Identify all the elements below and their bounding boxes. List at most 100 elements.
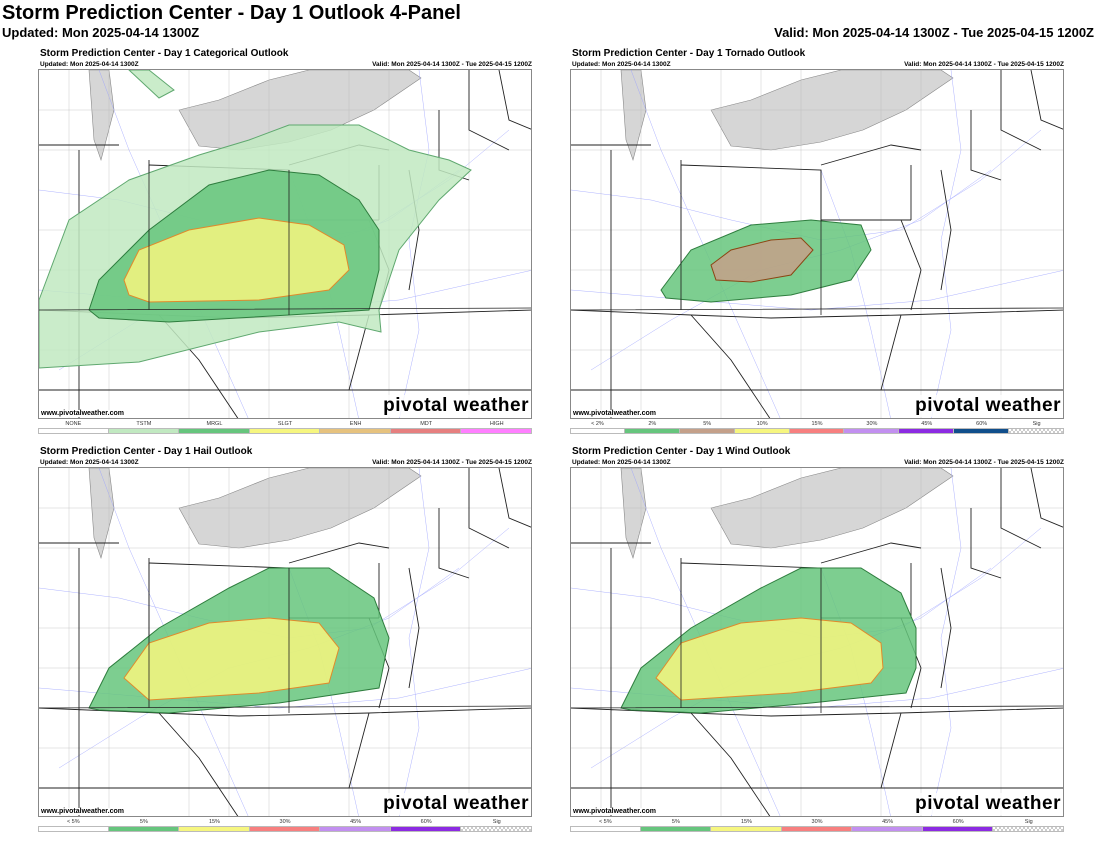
site-url: www.pivotalweather.com — [573, 410, 656, 417]
legend-swatch — [38, 428, 109, 434]
legend-label: 15% — [811, 421, 823, 427]
legend-label: ENH — [349, 421, 362, 427]
pivotal-weather-logo: pivotal weather — [383, 793, 529, 815]
panel-tornado: Storm Prediction Center - Day 1 Tornado … — [570, 48, 1065, 434]
legend-label: TSTM — [136, 421, 152, 427]
legend-item: MDT — [390, 421, 462, 434]
legend-swatch — [108, 428, 180, 434]
panel-updated: Updated: Mon 2025-04-14 1300Z — [572, 459, 671, 466]
legend-item: 15% — [789, 421, 845, 434]
panel-title: Storm Prediction Center - Day 1 Tornado … — [572, 48, 806, 59]
legend-item: 15% — [711, 819, 782, 832]
legend-swatch — [320, 428, 391, 434]
legend-item: NONE — [38, 421, 109, 434]
legend-label: 15% — [740, 819, 752, 825]
legend-label: 30% — [279, 819, 291, 825]
risk-area — [123, 217, 350, 303]
legend-swatch — [640, 826, 712, 832]
legend-swatch — [390, 826, 462, 832]
panel-wind: Storm Prediction Center - Day 1 Wind Out… — [570, 446, 1065, 832]
legend-item: < 2% — [570, 421, 625, 434]
legend-item: 45% — [899, 421, 955, 434]
legend-swatch — [624, 428, 680, 434]
pivotal-weather-logo: pivotal weather — [383, 395, 529, 417]
site-url: www.pivotalweather.com — [573, 808, 656, 815]
legend-swatch — [249, 826, 321, 832]
legend-item: 60% — [390, 819, 462, 832]
legend-item: 60% — [954, 421, 1010, 434]
site-url: www.pivotalweather.com — [41, 410, 124, 417]
risk-area — [123, 617, 340, 701]
legend-item: 5% — [640, 819, 712, 832]
legend-swatch — [320, 826, 391, 832]
legend-item: 10% — [734, 421, 790, 434]
pivotal-weather-logo: pivotal weather — [915, 793, 1061, 815]
legend-label: 10% — [756, 421, 768, 427]
panel-categorical: Storm Prediction Center - Day 1 Categori… — [38, 48, 533, 434]
legend-swatch — [570, 428, 625, 434]
legend-label: Sig — [1024, 819, 1033, 825]
legend-swatch — [844, 428, 900, 434]
legend-swatch — [852, 826, 923, 832]
legend-label: 45% — [350, 819, 362, 825]
outlook-map[interactable]: www.pivotalweather.com pivotal weather — [570, 69, 1064, 419]
site-url: www.pivotalweather.com — [41, 808, 124, 815]
panel-title: Storm Prediction Center - Day 1 Wind Out… — [572, 446, 791, 457]
panel-valid: Valid: Mon 2025-04-14 1300Z - Tue 2025-0… — [904, 459, 1064, 466]
legend-swatch — [789, 428, 845, 434]
outlook-map[interactable]: www.pivotalweather.com pivotal weather — [38, 467, 532, 817]
panel-title: Storm Prediction Center - Day 1 Hail Out… — [40, 446, 253, 457]
legend-label: Sig — [492, 819, 501, 825]
legend-item: MRGL — [179, 421, 250, 434]
legend-label: < 2% — [591, 421, 604, 427]
legend-bar: < 5% 5% 15% 30% 45% 60% Sig — [38, 819, 533, 832]
legend-label: 5% — [139, 819, 148, 825]
legend-item: 30% — [844, 421, 900, 434]
panel-valid: Valid: Mon 2025-04-14 1300Z - Tue 2025-0… — [372, 459, 532, 466]
legend-item: 5% — [108, 819, 180, 832]
legend-item: 5% — [679, 421, 735, 434]
legend-swatch — [1009, 428, 1065, 434]
pivotal-weather-logo: pivotal weather — [915, 395, 1061, 417]
legend-item: HIGH — [461, 421, 533, 434]
legend-label: 45% — [921, 421, 933, 427]
legend-label: MDT — [420, 421, 433, 427]
legend-label: 30% — [811, 819, 823, 825]
legend-bar: < 2% 2% 5% 10% 15% 30% 45% 60% Sig — [570, 421, 1065, 434]
legend-swatch — [179, 428, 250, 434]
risk-area — [128, 70, 175, 99]
legend-item: < 5% — [38, 819, 109, 832]
legend-label: 60% — [952, 819, 964, 825]
legend-label: HIGH — [489, 421, 504, 427]
legend-item: 45% — [320, 819, 391, 832]
legend-swatch — [922, 826, 994, 832]
legend-bar: < 5% 5% 15% 30% 45% 60% Sig — [570, 819, 1065, 832]
legend-label: 60% — [420, 819, 432, 825]
legend-label: 30% — [866, 421, 878, 427]
page-title: Storm Prediction Center - Day 1 Outlook … — [2, 2, 461, 24]
legend-label: 5% — [703, 421, 712, 427]
panel-updated: Updated: Mon 2025-04-14 1300Z — [40, 459, 139, 466]
updated-time: Updated: Mon 2025-04-14 1300Z — [2, 25, 200, 40]
legend-swatch — [570, 826, 641, 832]
risk-area — [710, 237, 814, 283]
legend-swatch — [461, 826, 533, 832]
legend-label: MRGL — [206, 421, 223, 427]
legend-label: SLGT — [277, 421, 293, 427]
legend-item: 45% — [852, 819, 923, 832]
legend-swatch — [679, 428, 735, 434]
legend-label: < 5% — [66, 819, 80, 825]
legend-item: 30% — [249, 819, 321, 832]
legend-item: Sig — [993, 819, 1065, 832]
outlook-map[interactable]: www.pivotalweather.com pivotal weather — [38, 69, 532, 419]
legend-item: TSTM — [108, 421, 180, 434]
legend-swatch — [390, 428, 462, 434]
legend-swatch — [954, 428, 1010, 434]
legend-item: Sig — [461, 819, 533, 832]
legend-swatch — [899, 428, 955, 434]
outlook-map[interactable]: www.pivotalweather.com pivotal weather — [570, 467, 1064, 817]
legend-swatch — [711, 826, 782, 832]
legend-swatch — [993, 826, 1065, 832]
legend-label: 2% — [648, 421, 657, 427]
panel-hail: Storm Prediction Center - Day 1 Hail Out… — [38, 446, 533, 832]
